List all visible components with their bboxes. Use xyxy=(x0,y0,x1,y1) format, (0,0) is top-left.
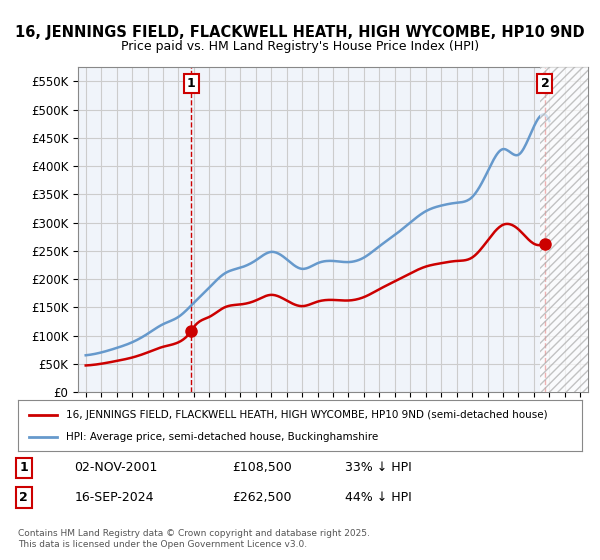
Text: 02-NOV-2001: 02-NOV-2001 xyxy=(74,461,158,474)
Text: 16, JENNINGS FIELD, FLACKWELL HEATH, HIGH WYCOMBE, HP10 9ND (semi-detached house: 16, JENNINGS FIELD, FLACKWELL HEATH, HIG… xyxy=(66,409,548,419)
Text: 2: 2 xyxy=(541,77,549,90)
Text: 33% ↓ HPI: 33% ↓ HPI xyxy=(345,461,412,474)
Text: 1: 1 xyxy=(19,461,28,474)
Text: 1: 1 xyxy=(187,77,196,90)
Text: HPI: Average price, semi-detached house, Buckinghamshire: HPI: Average price, semi-detached house,… xyxy=(66,432,378,442)
Text: £262,500: £262,500 xyxy=(232,491,292,504)
Text: 2: 2 xyxy=(19,491,28,504)
Text: £108,500: £108,500 xyxy=(232,461,292,474)
Text: 16, JENNINGS FIELD, FLACKWELL HEATH, HIGH WYCOMBE, HP10 9ND: 16, JENNINGS FIELD, FLACKWELL HEATH, HIG… xyxy=(15,25,585,40)
Text: 44% ↓ HPI: 44% ↓ HPI xyxy=(345,491,412,504)
Text: Price paid vs. HM Land Registry's House Price Index (HPI): Price paid vs. HM Land Registry's House … xyxy=(121,40,479,53)
Text: 16-SEP-2024: 16-SEP-2024 xyxy=(74,491,154,504)
Text: Contains HM Land Registry data © Crown copyright and database right 2025.
This d: Contains HM Land Registry data © Crown c… xyxy=(18,529,370,549)
